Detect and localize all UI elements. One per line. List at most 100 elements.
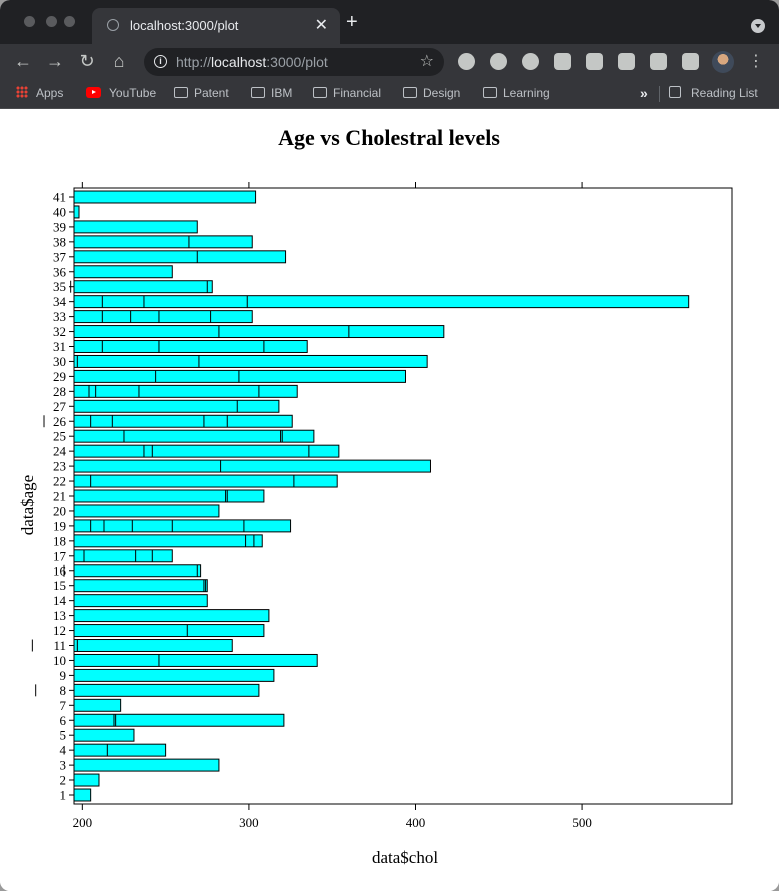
pocket-extension-icon[interactable] — [554, 53, 571, 70]
y-tick-label-31: 31 — [53, 339, 66, 354]
y-tick-label-35: 35 — [53, 279, 66, 294]
back-arrow-icon[interactable]: ← — [14, 51, 32, 71]
bar-age-29 — [73, 369, 406, 383]
bar-age-24 — [73, 444, 340, 458]
window-close-control[interactable] — [24, 16, 35, 27]
bar-age-20 — [73, 504, 220, 518]
y-axis-label: data$age — [18, 475, 37, 535]
github-extension-icon[interactable] — [522, 53, 539, 70]
bar-age-16 — [73, 564, 202, 578]
bookmark-financial[interactable]: Financial — [313, 86, 381, 100]
info-icon[interactable]: i — [154, 55, 167, 68]
bookmark-design[interactable]: Design — [403, 86, 460, 100]
bar-age-2 — [73, 773, 100, 787]
address-bar[interactable]: i http://localhost:3000/plot ☆ — [144, 48, 444, 76]
forward-arrow-icon[interactable]: → — [46, 51, 64, 71]
avatar[interactable] — [712, 51, 734, 73]
x-ticks-group: 200 300 400 500 — [73, 182, 592, 830]
bar-age-3 — [73, 758, 220, 772]
bar-age-38 — [73, 235, 253, 249]
bar-age-27 — [73, 399, 280, 413]
y-tick-label-7: 7 — [60, 698, 67, 713]
y-tick-label-5: 5 — [60, 728, 67, 743]
bar-age-40 — [73, 205, 80, 219]
y-tick-label-4: 4 — [60, 743, 67, 758]
bar-age-32 — [73, 325, 445, 339]
reload-icon[interactable]: ↻ — [79, 51, 95, 71]
y-tick-label-38: 38 — [53, 234, 66, 249]
window-zoom-control[interactable] — [64, 16, 75, 27]
y-tick-label-15: 15 — [53, 578, 66, 593]
y-tick-label-21: 21 — [53, 489, 66, 504]
bookmark-learning[interactable]: Learning — [483, 86, 550, 100]
reader-extension-icon[interactable] — [618, 53, 635, 70]
bar-age-12 — [73, 624, 265, 638]
y-tick-label-37: 37 — [53, 249, 67, 264]
close-icon[interactable]: ✕ — [314, 17, 328, 34]
bookmark-youtube[interactable]: YouTube — [86, 86, 156, 100]
bookmark-apps[interactable]: Apps — [16, 86, 63, 100]
x-tick-label-500: 500 — [572, 815, 592, 830]
bar-age-28 — [73, 384, 298, 398]
help-extension-icon[interactable] — [586, 53, 603, 70]
bar-age-34 — [73, 295, 690, 309]
bars-group — [31, 190, 690, 802]
y-tick-label-39: 39 — [53, 219, 66, 234]
y-tick-label-11: 11 — [53, 638, 66, 653]
url-text[interactable]: http://localhost:3000/plot — [176, 54, 328, 70]
y-ticks-group: 1234567891011121314151617181920212223242… — [53, 190, 74, 803]
y-tick-label-33: 33 — [53, 309, 66, 324]
bar-age-17 — [73, 549, 173, 563]
new-tab-plus-icon[interactable]: + — [346, 11, 358, 33]
y-tick-label-2: 2 — [60, 773, 67, 788]
bar-age-5 — [73, 728, 135, 742]
y-tick-label-18: 18 — [53, 533, 66, 548]
y-tick-label-16: 16 — [53, 563, 67, 578]
window-minimize-control[interactable] — [46, 16, 57, 27]
y-tick-label-19: 19 — [53, 518, 66, 533]
bar-age-15 — [73, 579, 208, 593]
media-controls-icon[interactable] — [682, 53, 699, 70]
reading-list-button[interactable]: Reading List — [669, 86, 758, 100]
page-content: Age vs Cholestral levels data$chol data$… — [0, 109, 779, 891]
y-tick-label-20: 20 — [53, 503, 66, 518]
bar-age-35 — [73, 280, 213, 294]
y-tick-label-29: 29 — [53, 369, 66, 384]
y-tick-label-9: 9 — [60, 668, 67, 683]
bar-age-10 — [73, 653, 318, 667]
record-extension-icon[interactable] — [490, 53, 507, 70]
bar-age-4 — [73, 743, 167, 757]
bar-age-22 — [73, 474, 338, 488]
y-tick-label-26: 26 — [53, 414, 67, 429]
bar-chart: Age vs Cholestral levels data$chol data$… — [18, 125, 733, 867]
y-tick-label-25: 25 — [53, 429, 66, 444]
browser-toolbar: ← → ↻ ⌂ i http://localhost:3000/plot ☆ ⋮ — [0, 44, 779, 80]
y-tick-label-28: 28 — [53, 384, 66, 399]
home-icon[interactable]: ⌂ — [113, 51, 125, 71]
gear-extension-icon[interactable] — [458, 53, 475, 70]
bar-age-14 — [73, 594, 208, 608]
y-tick-label-12: 12 — [53, 623, 66, 638]
tab-title: localhost:3000/plot — [130, 18, 239, 33]
y-tick-label-1: 1 — [60, 788, 67, 803]
tab-search-icon[interactable] — [751, 19, 765, 33]
y-tick-label-22: 22 — [53, 474, 66, 489]
y-tick-label-17: 17 — [53, 548, 67, 563]
bookmark-ibm[interactable]: IBM — [251, 86, 292, 100]
y-tick-label-36: 36 — [53, 264, 67, 279]
tab-strip: localhost:3000/plot ✕ + — [0, 0, 779, 44]
puzzle-icon[interactable] — [650, 53, 667, 70]
more-bookmarks-chevron-icon[interactable]: » — [640, 85, 648, 101]
x-tick-label-300: 300 — [239, 815, 259, 830]
bar-age-39 — [73, 220, 198, 234]
tab-plot[interactable]: localhost:3000/plot ✕ — [92, 8, 340, 44]
star-icon[interactable]: ☆ — [419, 53, 434, 70]
bar-age-36 — [73, 265, 173, 279]
bookmark-patent[interactable]: Patent — [174, 86, 229, 100]
bookmarks-bar: Apps YouTube Patent IBM Financial Design… — [0, 80, 779, 109]
x-axis-label: data$chol — [372, 848, 438, 867]
y-tick-label-3: 3 — [60, 758, 67, 773]
y-tick-label-10: 10 — [53, 653, 66, 668]
kebab-menu-icon[interactable]: ⋮ — [748, 53, 764, 70]
